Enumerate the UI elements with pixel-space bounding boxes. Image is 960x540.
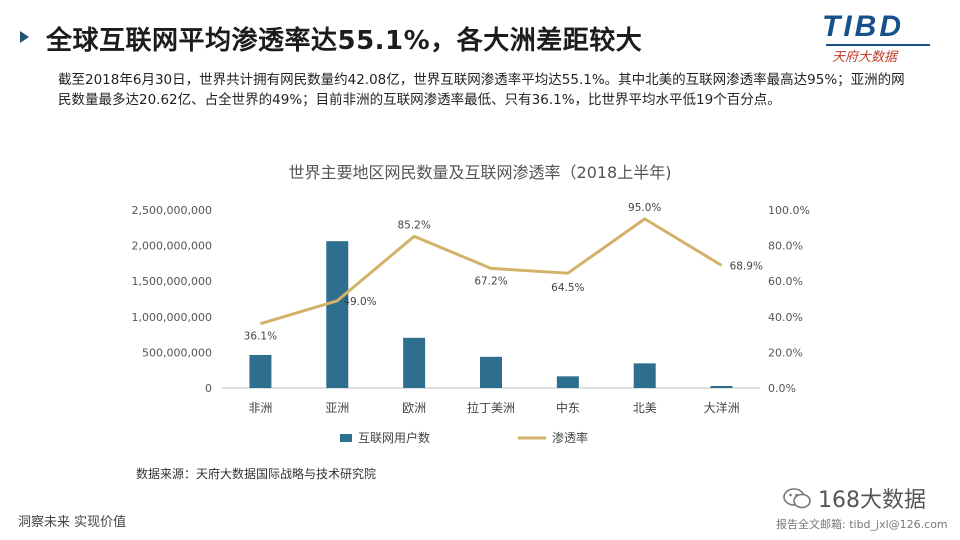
tibd-logo: TIBD 天府大数据 xyxy=(822,10,942,66)
slide-header: 全球互联网平均渗透率达55.1%，各大洲差距较大 TIBD 天府大数据 xyxy=(0,0,960,70)
data-source: 数据来源：天府大数据国际战略与技术研究院 xyxy=(136,466,376,481)
y-right-tick-label: 80.0% xyxy=(768,240,803,253)
y-right-tick-label: 20.0% xyxy=(768,346,803,359)
y-left-tick-label: 500,000,000 xyxy=(142,346,212,359)
x-tick-label: 非洲 xyxy=(248,401,272,415)
logo-underline xyxy=(826,44,930,46)
intro-paragraph: 截至2018年6月30日，世界共计拥有网民数量约42.08亿，世界互联网渗透率平… xyxy=(58,72,905,108)
line-data-label: 36.1% xyxy=(244,331,277,343)
line-data-label: 67.2% xyxy=(474,275,507,287)
line-data-label: 64.5% xyxy=(551,282,584,294)
title-arrow-icon xyxy=(20,31,29,43)
chart-title: 世界主要地区网民数量及互联网渗透率（2018上半年) xyxy=(289,163,672,182)
x-tick-label: 亚洲 xyxy=(325,401,349,415)
y-left-tick-label: 2,500,000,000 xyxy=(132,204,212,217)
line-data-label: 49.0% xyxy=(343,296,376,308)
y-left-tick-label: 2,000,000,000 xyxy=(132,240,212,253)
x-tick-label: 中东 xyxy=(556,400,580,415)
y-left-tick-label: 0 xyxy=(205,382,212,395)
line-data-label: 68.9% xyxy=(730,260,763,272)
x-tick-label: 大洋洲 xyxy=(704,400,740,415)
bar-中东 xyxy=(556,376,579,388)
legend-bar-label: 互联网用户数 xyxy=(358,430,430,445)
slide-title: 全球互联网平均渗透率达55.1%，各大洲差距较大 xyxy=(46,26,643,56)
line-data-label: 85.2% xyxy=(397,219,430,231)
y-left-tick-label: 1,000,000,000 xyxy=(132,311,212,324)
bar-亚洲 xyxy=(326,241,349,388)
x-tick-label: 拉丁美洲 xyxy=(467,400,515,415)
y-left-tick-label: 1,500,000,000 xyxy=(132,275,212,288)
watermark: 168大数据 xyxy=(782,482,926,514)
bar-非洲 xyxy=(249,354,272,388)
x-tick-label: 北美 xyxy=(633,401,657,415)
penetration-line xyxy=(259,217,723,326)
bar-拉丁美洲 xyxy=(480,356,502,388)
bar-北美 xyxy=(633,363,656,388)
y-right-tick-label: 60.0% xyxy=(768,275,803,288)
watermark-contact: 报告全文邮箱: tibd_jxl@126.com xyxy=(776,518,948,531)
legend-line-label: 渗透率 xyxy=(552,430,588,445)
logo-subtitle: 天府大数据 xyxy=(832,50,898,65)
logo-text: TIBD xyxy=(822,10,904,43)
watermark-text: 168大数据 xyxy=(818,488,926,513)
y-right-tick-label: 100.0% xyxy=(768,204,810,217)
y-right-tick-label: 0.0% xyxy=(768,382,796,395)
legend-bar-swatch xyxy=(340,434,352,442)
wechat-icon xyxy=(783,488,811,509)
bar-大洋洲 xyxy=(710,386,733,388)
y-right-tick-label: 40.0% xyxy=(768,311,803,324)
line-data-label: 95.0% xyxy=(628,202,661,214)
bar-欧洲 xyxy=(403,337,426,388)
footer-slogan: 洞察未来 实现价值 xyxy=(18,515,127,530)
x-tick-label: 欧洲 xyxy=(402,401,426,415)
